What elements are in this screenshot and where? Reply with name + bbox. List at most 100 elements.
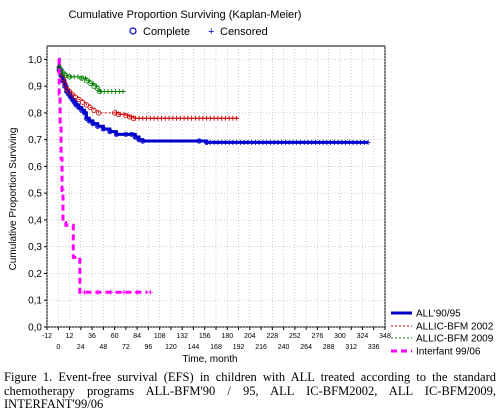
x-tick-label: 60	[111, 333, 119, 340]
complete-point-all-90-95	[83, 115, 90, 121]
censored-point-allic-bfm-2009	[86, 78, 92, 84]
legend-label-allic-bfm-2009: ALLIC-BFM 2009	[416, 334, 494, 345]
x-tick-label: 312	[345, 344, 357, 351]
x-tick-label: 132	[176, 333, 188, 340]
figure-caption: Figure 1. Event-free survival (EFS) in c…	[4, 370, 496, 411]
x-tick-label: 96	[145, 344, 153, 351]
marker-legend-censored: Censored	[220, 26, 268, 38]
x-tick-label: 12	[66, 333, 74, 340]
x-tick-label: 72	[122, 344, 130, 351]
x-tick-label: 288	[323, 344, 335, 351]
y-tick-label: 0,6	[28, 162, 42, 173]
censored-point-allic-bfm-2009	[120, 88, 126, 94]
x-tick-label: 324	[357, 333, 369, 340]
y-tick-label: 0,4	[28, 215, 42, 226]
censored-point-allic-bfm-2002	[113, 110, 119, 116]
complete-point-allic-bfm-2002	[87, 104, 93, 111]
complete-point-allic-bfm-2002	[72, 94, 78, 100]
y-tick-label: 0,7	[28, 135, 42, 146]
censored-point-interfant-99-06	[95, 289, 101, 295]
x-tick-label: 252	[289, 333, 301, 340]
complete-point-all-90-95	[76, 104, 82, 111]
censored-marker-icon: +	[208, 26, 214, 38]
complete-point-allic-bfm-2002	[96, 110, 102, 116]
complete-point-all-90-95	[196, 138, 202, 144]
censored-point-allic-bfm-2009	[64, 72, 70, 78]
complete-point-allic-bfm-2002	[64, 86, 70, 92]
x-tick-label: 24	[77, 344, 85, 351]
legend-label-interfant-99-06: Interfant 99/06	[416, 347, 481, 358]
y-axis-label: Cumulative Proportion Surviving	[8, 128, 19, 271]
censored-point-interfant-99-06	[147, 289, 153, 295]
complete-point-allic-bfm-2002	[80, 99, 86, 105]
x-tick-label: -12	[42, 333, 52, 340]
x-tick-label: 300	[334, 333, 346, 340]
complete-marker-icon	[129, 27, 137, 35]
censored-point-allic-bfm-2009	[75, 74, 81, 80]
complete-point-all-90-95	[140, 138, 146, 144]
y-tick-label: 0,9	[28, 82, 42, 93]
x-tick-label: 168	[210, 344, 222, 351]
x-axis-label: Time, month	[182, 354, 237, 365]
y-tick-label: 0,8	[28, 108, 42, 119]
y-tick-label: 0,2	[28, 269, 42, 280]
censored-point-allic-bfm-2002	[121, 111, 127, 117]
x-tick-label: 204	[244, 333, 256, 340]
complete-point-allic-bfm-2002	[62, 80, 68, 87]
complete-point-allic-bfm-2002	[69, 91, 75, 97]
x-tick-label: 276	[312, 333, 324, 340]
x-tick-label: 336	[368, 344, 380, 351]
complete-point-all-90-95	[86, 118, 92, 124]
x-tick-label: 240	[278, 344, 290, 351]
complete-point-all-90-95	[73, 102, 79, 108]
complete-point-all-90-95	[95, 123, 101, 129]
censored-point-allic-bfm-2002	[125, 113, 131, 119]
x-tick-label: 348	[379, 333, 391, 340]
censored-point-interfant-99-06	[121, 289, 127, 295]
x-tick-label: 192	[233, 344, 245, 351]
x-tick-label: 180	[221, 333, 233, 340]
plot-area: 0,0 0,1 0,2 0,3 0,4 0,5 0,6 0,7 0,8 0,9 1,0 -12 12 36…	[28, 45, 391, 351]
x-tick-label: 144	[188, 344, 200, 351]
series-line-interfant-99-06	[57, 57, 148, 294]
x-tick-label: 84	[133, 333, 141, 340]
x-tick-label: 120	[165, 344, 177, 351]
y-tick-label: 0,5	[28, 189, 42, 200]
complete-point-allic-bfm-2002	[83, 102, 90, 108]
complete-point-allic-bfm-2002	[91, 107, 97, 113]
complete-point-all-90-95	[128, 131, 135, 137]
complete-point-all-90-95	[113, 131, 120, 137]
complete-point-all-90-95	[81, 110, 88, 116]
censored-point-allic-bfm-2009	[90, 80, 96, 86]
x-tick-label: 48	[99, 344, 107, 351]
censored-point-allic-bfm-2009	[82, 75, 88, 81]
complete-point-allic-bfm-2002	[66, 88, 73, 95]
x-tick-label: 0	[56, 344, 60, 351]
x-tick-label: 36	[88, 333, 96, 340]
y-tick-label: 1,0	[28, 55, 42, 66]
x-tick-label: 216	[255, 344, 267, 351]
x-tick-label: 156	[199, 333, 211, 340]
x-tick-label: 108	[154, 333, 166, 340]
complete-point-allic-bfm-2002	[76, 96, 82, 103]
censored-point-allic-bfm-2009	[94, 83, 100, 89]
chart-title: Cumulative Proportion Surviving (Kaplan-…	[69, 9, 302, 21]
complete-point-all-90-95	[100, 126, 106, 132]
marker-legend: Complete + Censored	[129, 26, 268, 38]
complete-point-all-90-95	[132, 134, 138, 140]
legend-label-allic-bfm-2002: ALLIC-BFM 2002	[416, 322, 494, 333]
y-tick-label: 0,0	[28, 323, 42, 334]
y-tick-label: 0,1	[28, 296, 42, 307]
complete-point-all-90-95	[79, 107, 85, 113]
censored-point-all-90-95	[365, 139, 371, 145]
marker-legend-complete: Complete	[143, 26, 190, 38]
censored-point-interfant-99-06	[82, 289, 88, 295]
x-tick-label: 228	[266, 333, 278, 340]
censored-point-interfant-99-06	[134, 289, 140, 295]
censored-point-allic-bfm-2002	[129, 114, 134, 120]
legend-label-all-90-95: ALL'90/95	[416, 309, 461, 320]
complete-point-all-90-95	[107, 129, 113, 135]
series-line-all-90-95	[57, 57, 369, 144]
censored-point-interfant-99-06	[108, 289, 114, 295]
